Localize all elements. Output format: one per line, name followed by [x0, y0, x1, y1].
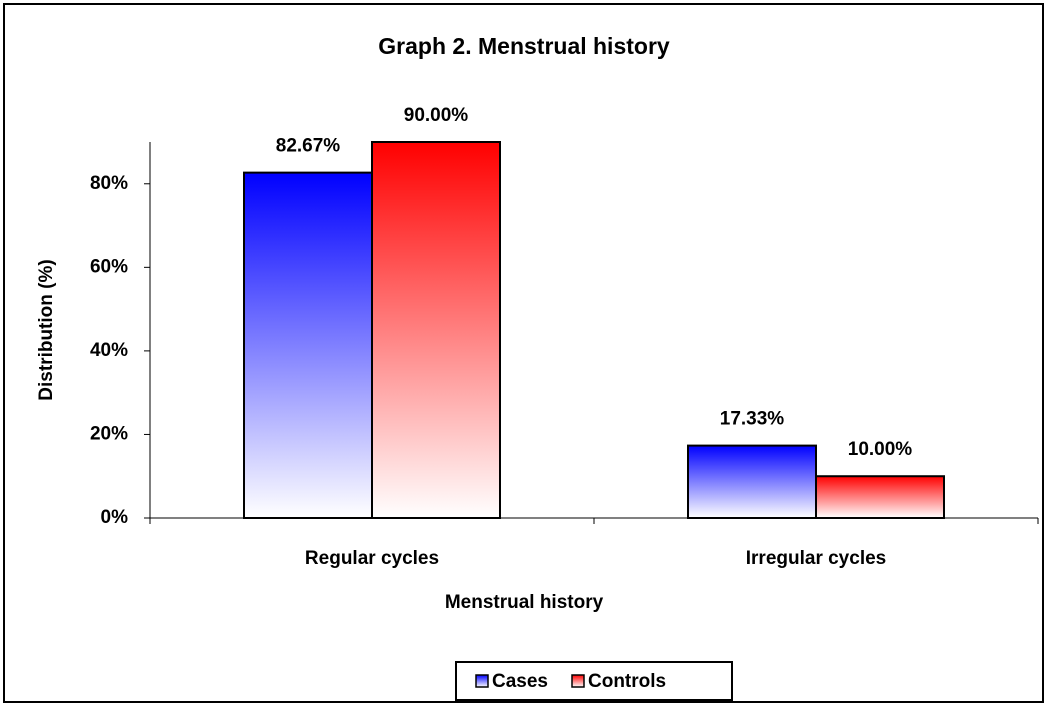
chart-frame — [3, 3, 1044, 703]
y-tick-label: 80% — [90, 173, 128, 194]
value-label: 17.33% — [720, 409, 785, 430]
bar — [243, 171, 373, 519]
legend-swatch — [571, 674, 585, 688]
legend-label: Cases — [492, 671, 548, 692]
y-tick-label: 20% — [90, 423, 128, 444]
chart-title: Graph 2. Menstrual history — [378, 33, 670, 59]
value-label: 82.67% — [276, 136, 341, 157]
x-axis-label: Menstrual history — [445, 592, 604, 613]
y-tick-label: 40% — [90, 340, 128, 361]
y-tick-label: 60% — [90, 256, 128, 277]
x-tick-label: Irregular cycles — [746, 548, 886, 569]
y-tick-label: 0% — [101, 507, 129, 528]
x-tick-label: Regular cycles — [305, 548, 439, 569]
y-axis-label: Distribution (%) — [36, 259, 57, 400]
bar — [687, 444, 817, 520]
legend-label: Controls — [588, 671, 666, 692]
legend-swatch — [475, 674, 489, 688]
bar — [371, 141, 501, 519]
value-label: 10.00% — [848, 439, 913, 460]
bar — [815, 475, 945, 520]
value-label: 90.00% — [404, 105, 469, 126]
legend-box — [455, 661, 733, 701]
